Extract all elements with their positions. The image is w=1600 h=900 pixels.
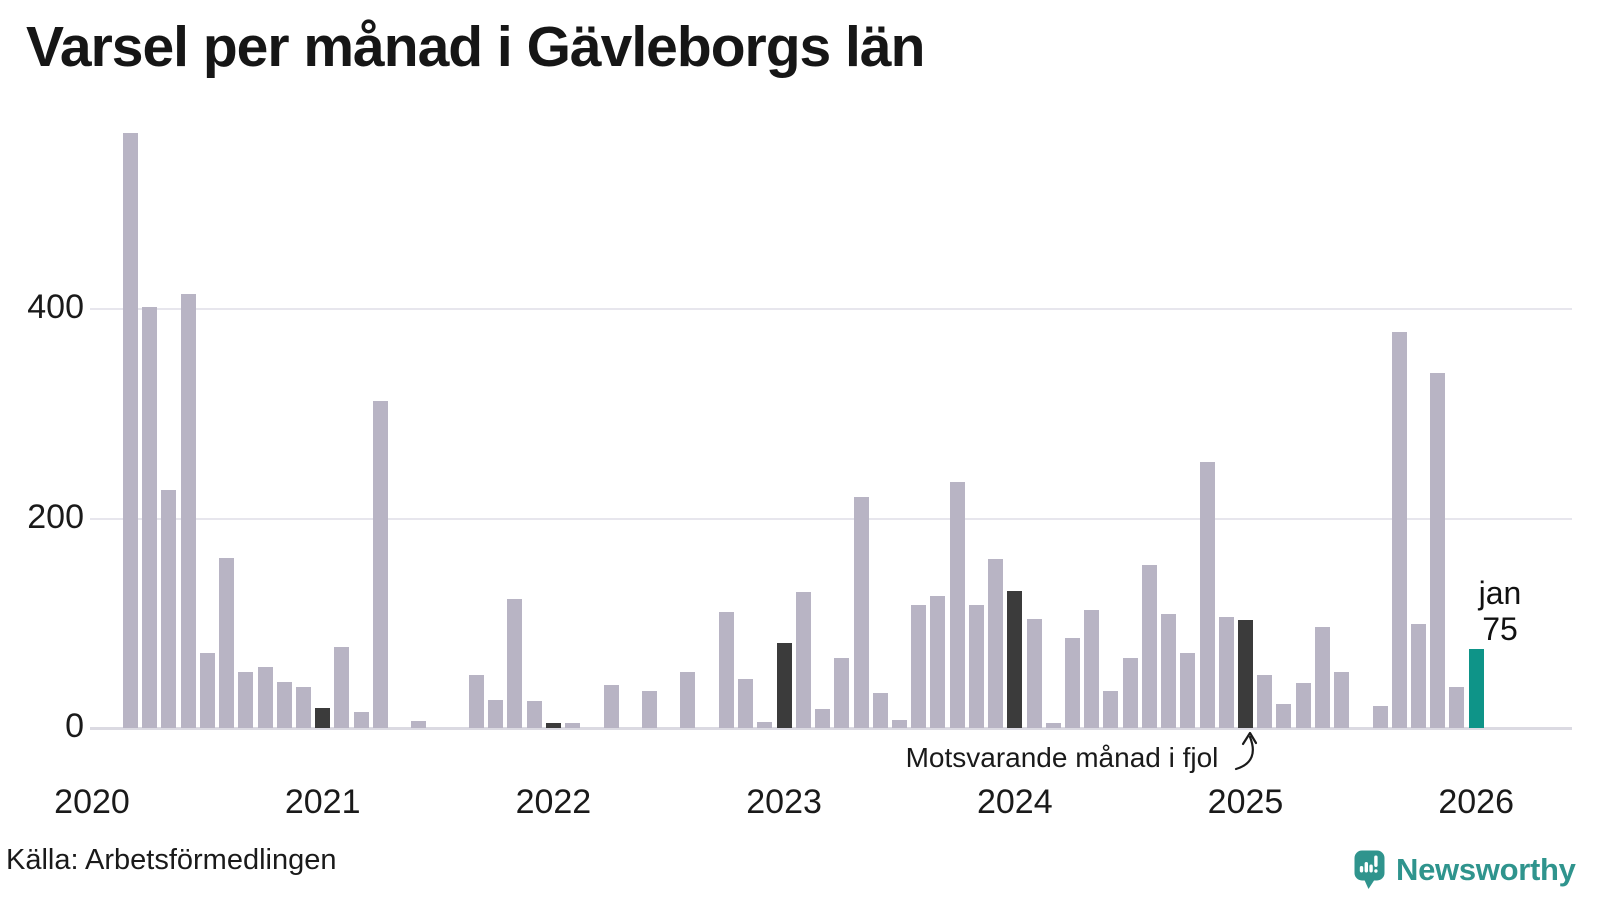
bar-2021-12[interactable] [526, 700, 542, 728]
bar-2020-12[interactable] [295, 687, 311, 728]
bar-2023-09[interactable] [930, 596, 946, 728]
bar-2023-04[interactable] [834, 657, 850, 728]
bar-2025-04[interactable] [1295, 682, 1311, 728]
bar-2020-04[interactable] [142, 306, 158, 728]
bar-2020-11[interactable] [276, 681, 292, 728]
bar-2020-03[interactable] [122, 133, 138, 728]
y-axis-label-0: 0 [65, 706, 84, 745]
bar-2025-11[interactable] [1430, 372, 1446, 728]
bar-2021-02[interactable] [334, 647, 350, 728]
bar-2024-06[interactable] [1103, 691, 1119, 728]
bar-2023-01[interactable] [776, 643, 792, 728]
bar-2025-10[interactable] [1411, 624, 1427, 728]
bar-2021-10[interactable] [488, 699, 504, 728]
highlight-value-label: 75 [1482, 611, 1518, 647]
bar-2024-05[interactable] [1084, 609, 1100, 728]
bar-2024-11[interactable] [1199, 461, 1215, 728]
bar-2024-09[interactable] [1161, 613, 1177, 728]
chart-title: Varsel per månad i Gävleborgs län [26, 15, 925, 79]
bar-2022-12[interactable] [757, 721, 773, 728]
bar-2023-03[interactable] [815, 709, 831, 728]
bar-2025-03[interactable] [1276, 703, 1292, 728]
highlight-month-label: jan [1478, 575, 1522, 611]
bar-2021-04[interactable] [372, 401, 388, 728]
bar-2023-11[interactable] [968, 605, 984, 728]
bar-2023-08[interactable] [911, 605, 927, 728]
bar-2025-01[interactable] [1238, 620, 1253, 728]
bar-2022-01[interactable] [545, 722, 561, 728]
x-axis-label-2023: 2023 [746, 783, 822, 821]
bar-2026-01[interactable] [1468, 649, 1484, 728]
bar-2022-11[interactable] [738, 678, 754, 728]
bar-2021-09[interactable] [469, 674, 484, 728]
bar-2024-01[interactable] [1007, 590, 1023, 728]
bar-2021-01[interactable] [315, 708, 331, 728]
bar-2022-02[interactable] [565, 722, 581, 728]
x-axis-label-2026: 2026 [1438, 783, 1514, 821]
bar-2024-12[interactable] [1218, 616, 1234, 728]
newsworthy-logo[interactable]: Newsworthy [1354, 846, 1576, 894]
bar-2020-07[interactable] [199, 652, 215, 728]
bar-2023-06[interactable] [872, 693, 888, 728]
x-axis-label-2022: 2022 [515, 783, 592, 821]
bar-2022-04[interactable] [603, 685, 619, 728]
source-label: Källa: Arbetsförmedlingen [6, 844, 337, 876]
bar-2023-10[interactable] [949, 481, 965, 728]
gridline-0 [90, 727, 1572, 730]
bar-2024-04[interactable] [1064, 637, 1080, 728]
bar-2021-03[interactable] [353, 712, 369, 728]
bar-2024-07[interactable] [1122, 657, 1138, 728]
bar-2023-12[interactable] [988, 559, 1004, 728]
y-axis-label-400: 400 [27, 287, 84, 326]
bar-2023-02[interactable] [795, 591, 811, 728]
x-axis-label-2025: 2025 [1207, 783, 1284, 821]
bar-2024-02[interactable] [1026, 619, 1042, 728]
x-axis-label-2020: 2020 [54, 783, 130, 821]
bar-2024-03[interactable] [1045, 722, 1061, 728]
bar-2023-05[interactable] [853, 496, 869, 728]
bar-2020-05[interactable] [161, 490, 177, 728]
bar-2025-02[interactable] [1257, 674, 1273, 728]
bar-2025-12[interactable] [1449, 687, 1465, 728]
bar-2022-10[interactable] [718, 611, 734, 728]
gridline-400 [90, 308, 1572, 310]
x-axis-label-2024: 2024 [976, 783, 1053, 821]
bar-2020-08[interactable] [219, 558, 235, 728]
y-axis-label-200: 200 [27, 497, 84, 536]
bar-2021-11[interactable] [507, 599, 523, 728]
bar-2025-05[interactable] [1314, 627, 1330, 728]
bar-2020-10[interactable] [257, 667, 273, 728]
gridline-200 [90, 517, 1572, 520]
annotation-label: Motsvarande månad i fjol [905, 742, 1219, 773]
bar-2025-08[interactable] [1372, 706, 1388, 728]
bar-2025-06[interactable] [1334, 672, 1350, 728]
bar-2024-10[interactable] [1180, 652, 1196, 728]
newsworthy-logo-icon [1354, 850, 1385, 889]
x-axis-label-2021: 2021 [284, 783, 361, 821]
bar-2021-06[interactable] [411, 720, 427, 728]
bar-2024-08[interactable] [1141, 564, 1157, 728]
bar-2023-07[interactable] [891, 719, 907, 728]
bar-2020-09[interactable] [238, 672, 254, 728]
highlight-label: jan 75 [1452, 575, 1548, 647]
bar-2022-06[interactable] [642, 691, 658, 728]
bar-2025-09[interactable] [1391, 332, 1407, 728]
newsworthy-logo-text: Newsworthy [1396, 852, 1576, 887]
bar-2020-06[interactable] [180, 294, 196, 728]
bar-2022-08[interactable] [680, 672, 696, 728]
